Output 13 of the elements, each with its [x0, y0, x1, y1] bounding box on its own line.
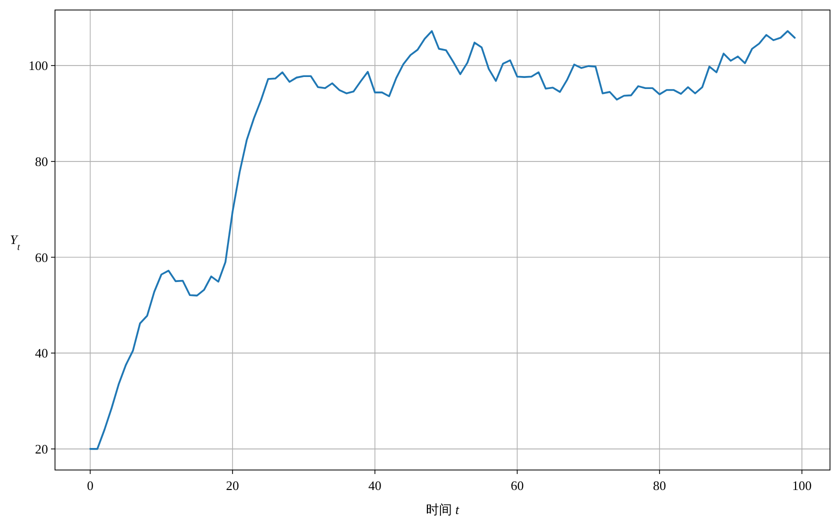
- x-tick-label: 100: [792, 478, 812, 493]
- y-tick-label: 60: [35, 250, 48, 265]
- y-tick-label: 20: [35, 441, 48, 456]
- x-axis-title: 时间 t: [426, 502, 460, 517]
- x-tick-label: 20: [226, 478, 240, 493]
- x-tick-label: 60: [510, 478, 524, 493]
- y-tick-label: 100: [28, 58, 48, 74]
- x-tick-label: 40: [368, 478, 382, 493]
- y-tick-label: 40: [35, 346, 48, 361]
- x-tick-label: 0: [86, 478, 94, 493]
- x-tick-label: 80: [653, 478, 666, 493]
- y-axis-title: Y$_{t}$: [10, 232, 20, 252]
- y-tick-label: 80: [35, 154, 48, 169]
